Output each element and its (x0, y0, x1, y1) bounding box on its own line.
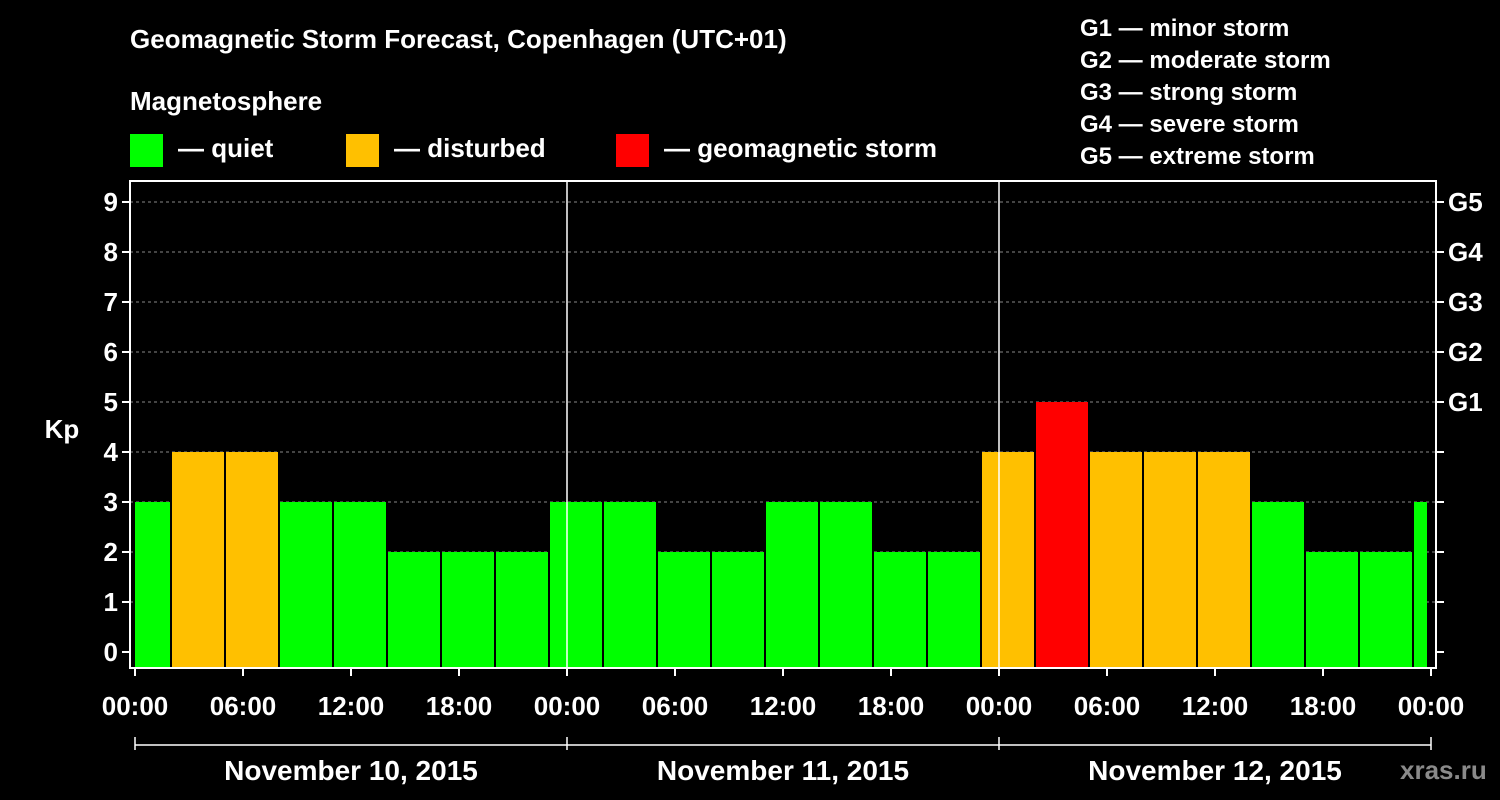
x-tick-label: 12:00 (318, 691, 385, 721)
y-tick-label: 5 (104, 387, 118, 417)
legend-label-quiet: — quiet (178, 133, 274, 163)
bar (766, 502, 818, 668)
legend-title: Magnetosphere (130, 86, 323, 116)
y-tick-label: 8 (104, 237, 118, 267)
y-tick-label: 9 (104, 187, 118, 217)
g-tick-label: G3 (1448, 287, 1483, 317)
y-tick-label: 4 (104, 437, 119, 467)
bar (982, 452, 1034, 668)
bar (388, 552, 440, 668)
bar (712, 552, 764, 668)
x-tick-label: 12:00 (1182, 691, 1249, 721)
x-tick-label: 00:00 (534, 691, 601, 721)
y-axis-label: Kp (45, 414, 80, 444)
y-tick-label: 0 (104, 637, 118, 667)
bar (1198, 452, 1250, 668)
x-tick-label: 06:00 (642, 691, 709, 721)
bar (1414, 502, 1427, 668)
bar (1036, 402, 1088, 668)
bar (1360, 552, 1412, 668)
g-tick-label: G5 (1448, 187, 1483, 217)
legend-swatch-quiet (130, 134, 163, 167)
y-tick-label: 7 (104, 287, 118, 317)
x-tick-label: 18:00 (858, 691, 925, 721)
x-tick-label: 18:00 (1290, 691, 1357, 721)
bar (496, 552, 548, 668)
legend-swatch-storm (616, 134, 649, 167)
bar (658, 552, 710, 668)
day-label: November 12, 2015 (1088, 755, 1342, 786)
g-scale-item-g1: G1 — minor storm (1080, 15, 1290, 42)
bar (226, 452, 278, 668)
bar (280, 502, 332, 668)
bar (1306, 552, 1358, 668)
g-scale-item-g2: G2 — moderate storm (1080, 47, 1331, 74)
bar (334, 502, 386, 668)
y-tick-label: 3 (104, 487, 118, 517)
g-tick-label: G2 (1448, 337, 1483, 367)
x-tick-label: 06:00 (210, 691, 277, 721)
x-tick-label: 18:00 (426, 691, 493, 721)
bar (1090, 452, 1142, 668)
bar (604, 502, 656, 668)
legend-swatch-disturbed (346, 134, 379, 167)
bar (1144, 452, 1196, 668)
bar (135, 502, 170, 668)
g-scale-item-g3: G3 — strong storm (1080, 79, 1298, 106)
g-tick-label: G1 (1448, 387, 1483, 417)
day-label: November 10, 2015 (224, 755, 478, 786)
page-title: Geomagnetic Storm Forecast, Copenhagen (… (130, 24, 787, 54)
x-tick-label: 00:00 (966, 691, 1033, 721)
bar (820, 502, 872, 668)
day-label: November 11, 2015 (657, 755, 909, 786)
bar (442, 552, 494, 668)
legend-label-storm: — geomagnetic storm (664, 133, 938, 163)
g-scale-item-g4: G4 — severe storm (1080, 111, 1299, 138)
bar (550, 502, 602, 668)
x-tick-label: 12:00 (750, 691, 817, 721)
g-scale-item-g5: G5 — extreme storm (1080, 143, 1315, 170)
bar (1252, 502, 1304, 668)
y-tick-label: 1 (104, 587, 118, 617)
watermark: xras.ru (1400, 755, 1487, 785)
bar (874, 552, 926, 668)
g-tick-label: G4 (1448, 237, 1483, 267)
x-tick-label: 00:00 (1398, 691, 1465, 721)
y-tick-label: 2 (104, 537, 118, 567)
x-tick-label: 06:00 (1074, 691, 1141, 721)
y-tick-label: 6 (104, 337, 118, 367)
bar (928, 552, 980, 668)
legend-label-disturbed: — disturbed (394, 133, 546, 163)
x-tick-label: 00:00 (102, 691, 169, 721)
bar (172, 452, 224, 668)
